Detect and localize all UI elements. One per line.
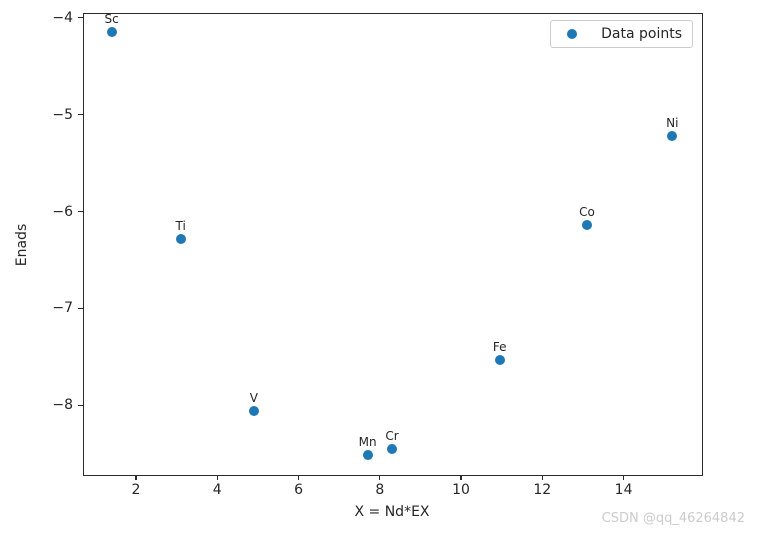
x-axis-tick-label: 4 (212, 482, 222, 498)
y-axis-tick (78, 404, 83, 406)
point-label-fe: Fe (492, 339, 507, 354)
watermark-text: CSDN @qq_46264842 (601, 511, 745, 526)
y-axis-tick-label: −5 (52, 106, 73, 123)
x-axis-tick-label: 2 (131, 482, 141, 498)
scatter-point-v (248, 406, 259, 417)
point-label-v: V (249, 391, 258, 406)
x-axis-tick-label: 8 (375, 482, 385, 498)
y-axis-tick-label: −6 (52, 203, 73, 220)
x-axis-tick (541, 476, 543, 480)
legend-marker-icon (567, 29, 578, 39)
scatter-point-fe (494, 354, 505, 365)
y-axis-tick-label: −8 (52, 397, 73, 414)
y-axis-tick (78, 307, 83, 309)
y-axis-tick-label: −4 (52, 9, 73, 26)
x-axis-tick (460, 476, 462, 480)
point-label-cr: Cr (385, 428, 399, 443)
scatter-point-co (582, 220, 592, 231)
legend-label: Data points (601, 26, 682, 42)
x-axis-tick-label: 14 (614, 482, 633, 498)
y-axis-tick (78, 210, 83, 213)
x-axis-tick (216, 476, 218, 480)
x-axis-tick (135, 476, 137, 480)
x-axis-tick-label: 12 (533, 482, 552, 498)
point-label-mn: Mn (358, 434, 377, 449)
scatter-point-cr (386, 443, 397, 454)
x-axis-tick (379, 476, 381, 480)
legend: Data points (550, 20, 693, 48)
x-axis-label: X = Nd*EX (354, 504, 430, 520)
y-axis-tick (78, 114, 83, 116)
x-axis-tick-label: 10 (452, 482, 470, 498)
y-axis-tick (78, 17, 83, 19)
plot-area: Data points 2 4 6 8 10 12 14 −4 −5 −6 −7 −8 Sc Ti V Mn C… (52, 10, 703, 498)
scatter-point-ti (175, 233, 186, 244)
point-label-ti: Ti (175, 218, 186, 233)
scatter-point-mn (362, 449, 373, 460)
point-label-ni: Ni (666, 116, 679, 131)
y-axis-label: Enads (14, 223, 30, 267)
point-label-sc: Sc (104, 12, 119, 27)
x-axis-tick-label: 6 (294, 482, 303, 498)
x-axis-tick (622, 476, 625, 480)
scatter-point-ni (667, 131, 678, 142)
y-axis-tick-label: −7 (52, 300, 73, 317)
scatter-point-sc (106, 27, 117, 38)
x-axis-tick (297, 476, 300, 480)
point-label-co: Co (579, 205, 595, 220)
